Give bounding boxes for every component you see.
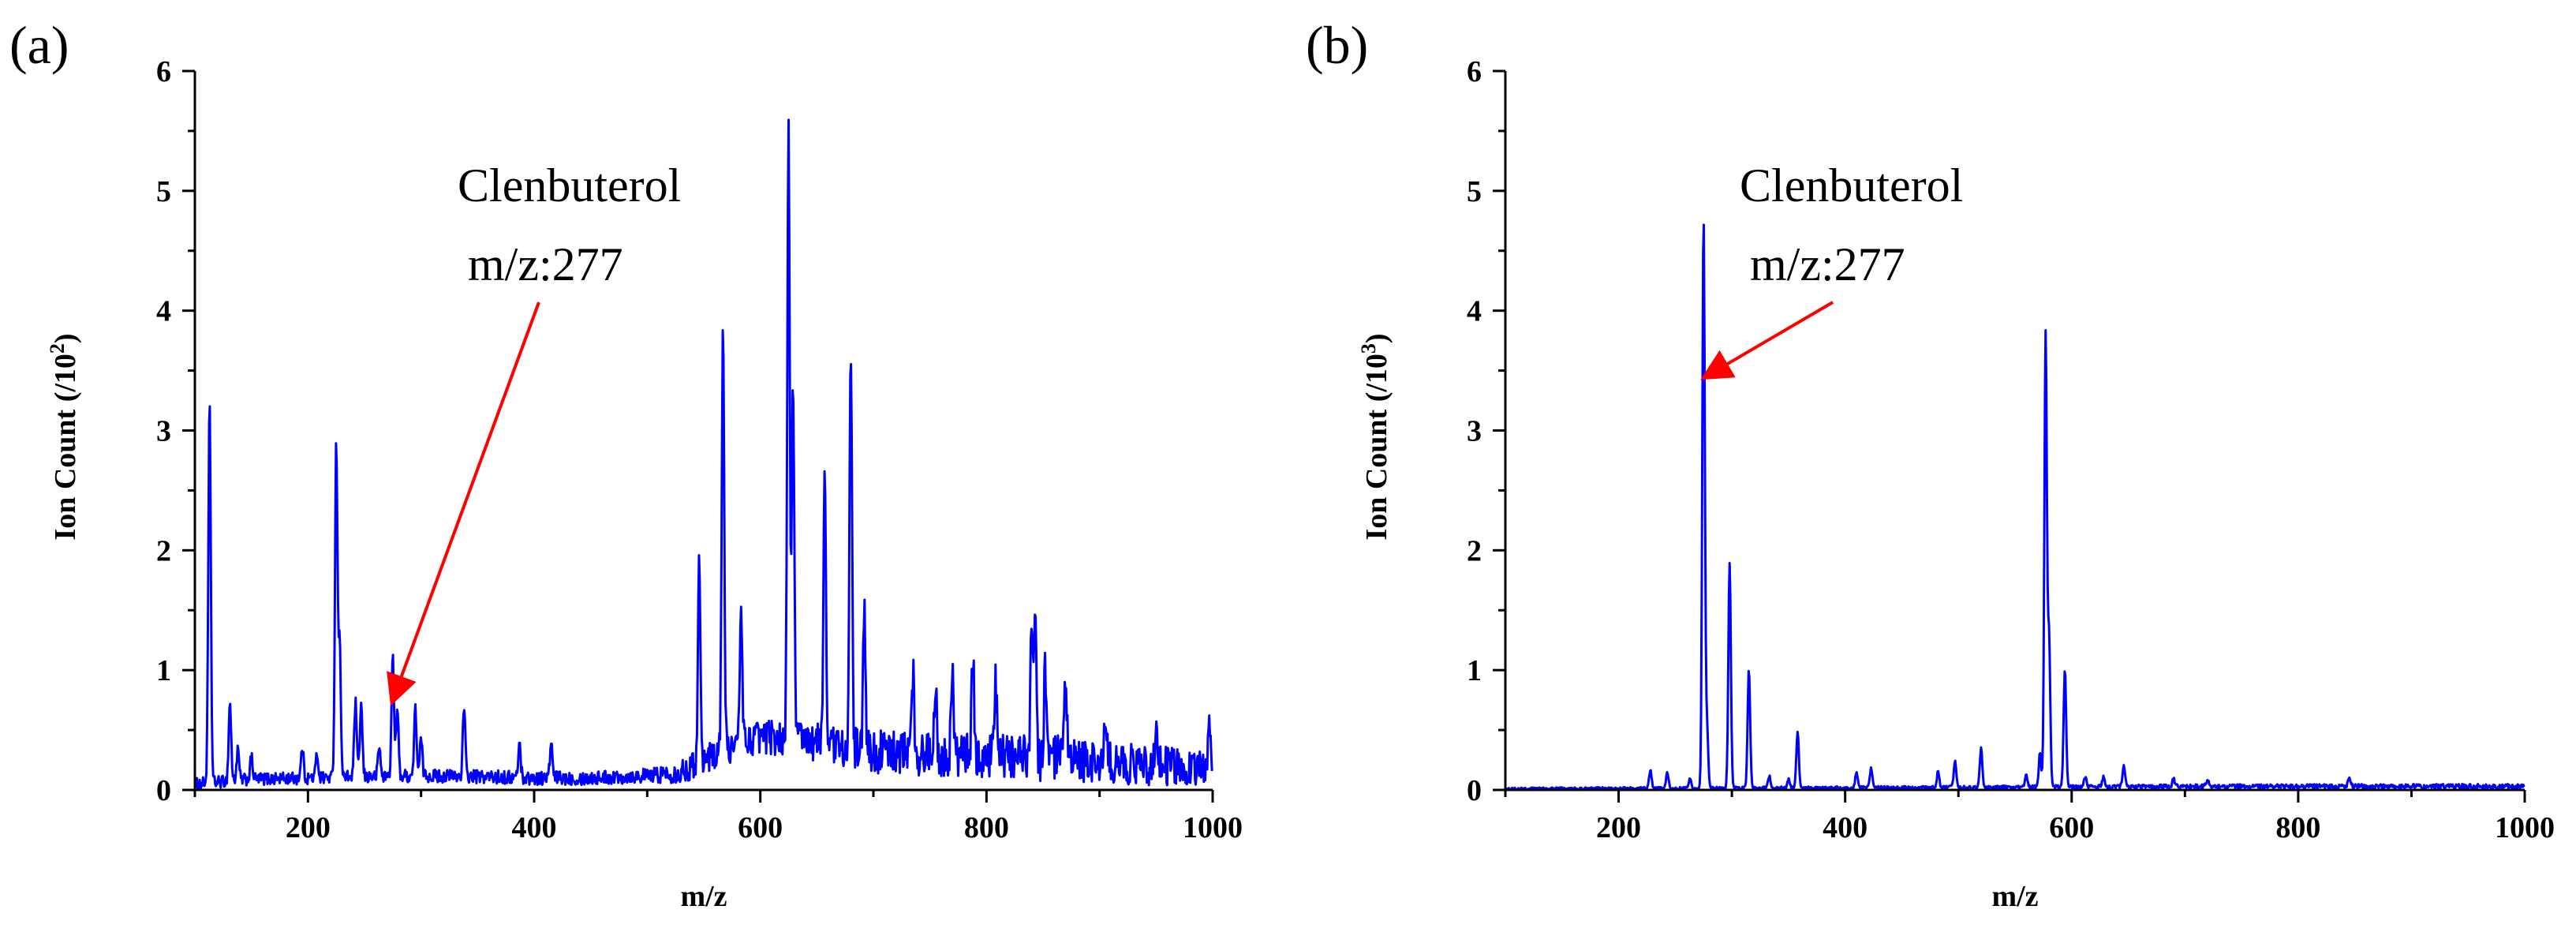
- x-tick-label-a-600: 600: [738, 811, 783, 844]
- y-axis-title-suffix-b: ): [1360, 333, 1393, 343]
- y-tick-label-b-5: 5: [1467, 175, 1482, 208]
- x-tick-label-b-1000: 1000: [2495, 811, 2555, 844]
- y-tick-label-a-1: 1: [156, 654, 171, 687]
- y-tick-label-b-0: 0: [1467, 774, 1482, 807]
- y-tick-label-a-2: 2: [156, 534, 171, 567]
- x-axis-title-a: m/z: [680, 880, 727, 913]
- y-tick-label-a-0: 0: [156, 774, 171, 807]
- x-tick-label-b-800: 800: [2275, 811, 2320, 844]
- y-axis-title-exponent-a: 2: [46, 343, 69, 354]
- y-tick-label-a-5: 5: [156, 175, 171, 208]
- y-axis-title-suffix-a: ): [49, 333, 82, 343]
- panel-label-b: (b): [1306, 15, 1368, 75]
- x-tick-label-b-400: 400: [1823, 811, 1868, 844]
- x-tick-label-b-600: 600: [2049, 811, 2094, 844]
- y-axis-title-b: Ion Count (/103): [1357, 333, 1394, 540]
- annotation-compound-name-b: Clenbuterol: [1740, 159, 1963, 211]
- y-tick-label-b-1: 1: [1467, 654, 1482, 687]
- spectrum-trace-b: [1504, 223, 2526, 792]
- plot-area-b: 200 400 600 800 1000 0 1 2 3 4 5 6: [1467, 55, 2555, 844]
- spectrum-trace-a: [193, 118, 1213, 791]
- y-axis-title-a: Ion Count (/102): [46, 333, 83, 540]
- y-axis-title-prefix-a: Ion Count (/10: [49, 354, 82, 541]
- x-axis-title-b: m/z: [1991, 880, 2038, 913]
- annotation-compound-name-a: Clenbuterol: [458, 159, 681, 211]
- x-tick-label-a-400: 400: [512, 811, 557, 844]
- x-tick-label-a-200: 200: [286, 811, 331, 844]
- annotation-arrow-b: [1700, 301, 1834, 380]
- y-tick-label-b-2: 2: [1467, 534, 1482, 567]
- y-tick-label-a-4: 4: [156, 295, 171, 328]
- x-tick-label-a-800: 800: [964, 811, 1009, 844]
- y-tick-label-b-3: 3: [1467, 415, 1482, 448]
- x-tick-label-a-1000: 1000: [1183, 811, 1243, 844]
- annotation-arrow-a: [387, 301, 540, 706]
- plot-area-a: 200 400 600 800 1000 0 1 2 3 4 5 6: [156, 55, 1243, 844]
- chart-panel-a: (a) 200 400 600 800 1000 0 1 2 3 4 5 6 m/z Ion Coun…: [9, 15, 1243, 913]
- y-tick-label-a-6: 6: [156, 55, 171, 88]
- y-tick-label-b-4: 4: [1467, 295, 1482, 328]
- panel-label-a: (a): [9, 15, 69, 75]
- x-tick-label-b-200: 200: [1596, 811, 1641, 844]
- chart-panel-b: (b) 200 400 600 800 1000 0 1 2 3 4 5 6 m/z Ion Coun…: [1306, 15, 2555, 913]
- y-axis-title-prefix-b: Ion Count (/10: [1360, 354, 1393, 541]
- annotation-mz-label-a: m/z:277: [468, 238, 623, 290]
- annotation-mz-label-b: m/z:277: [1750, 238, 1905, 290]
- y-tick-label-a-3: 3: [156, 415, 171, 448]
- y-tick-label-b-6: 6: [1467, 55, 1482, 88]
- y-axis-title-exponent-b: 3: [1357, 343, 1380, 354]
